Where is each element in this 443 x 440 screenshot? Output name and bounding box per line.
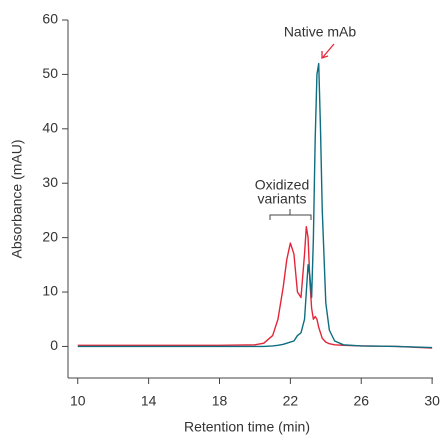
y-tick-label: 40 <box>42 120 58 136</box>
data-line <box>77 226 433 349</box>
annotation: Native mAb <box>284 24 357 40</box>
x-tick-label: 14 <box>141 393 157 409</box>
y-tick-label: 10 <box>42 283 58 299</box>
y-tick-label: 0 <box>50 337 58 353</box>
annotation-arrow <box>321 43 335 59</box>
x-tick-label: 10 <box>70 393 86 409</box>
annotation-bracket <box>269 209 312 220</box>
y-tick-label: 50 <box>42 65 58 81</box>
x-tick-label: 18 <box>212 393 228 409</box>
y-tick-label: 20 <box>42 228 58 244</box>
y-tick-label: 30 <box>42 174 58 190</box>
x-tick-label: 26 <box>353 393 369 409</box>
y-tick-label: 60 <box>42 11 58 27</box>
y-axis-title: Absorbance (mAU) <box>9 139 25 258</box>
x-axis-title: Retention time (min) <box>184 419 310 435</box>
x-tick-label: 30 <box>424 393 440 409</box>
x-tick-label: 22 <box>283 393 299 409</box>
data-line <box>77 62 433 349</box>
annotation: Oxidized <box>255 177 309 193</box>
annotation: variants <box>257 191 306 207</box>
